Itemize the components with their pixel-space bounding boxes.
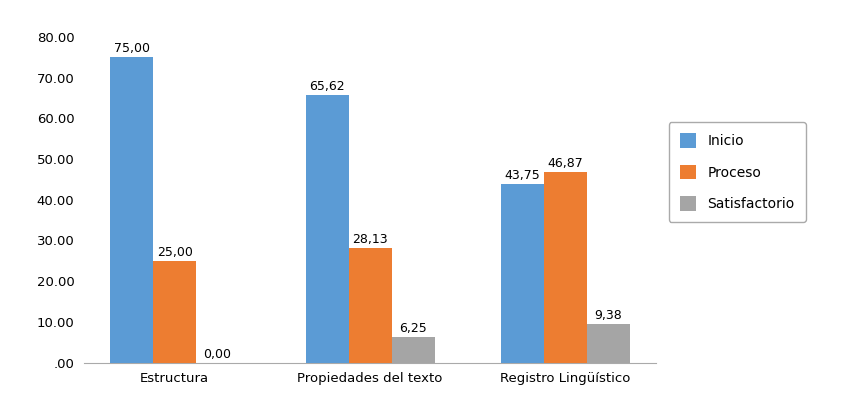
Bar bbox=[305, 96, 348, 363]
Text: 46,87: 46,87 bbox=[547, 157, 584, 170]
Text: 6,25: 6,25 bbox=[399, 322, 427, 335]
Bar bbox=[348, 248, 392, 363]
Bar bbox=[587, 324, 630, 363]
Text: 28,13: 28,13 bbox=[352, 233, 388, 246]
Bar bbox=[392, 337, 435, 363]
Bar bbox=[501, 185, 544, 363]
Legend: Inicio, Proceso, Satisfactorio: Inicio, Proceso, Satisfactorio bbox=[669, 122, 806, 222]
Bar bbox=[110, 57, 153, 363]
Text: 75,00: 75,00 bbox=[114, 42, 150, 55]
Text: 9,38: 9,38 bbox=[595, 309, 622, 322]
Bar bbox=[544, 172, 587, 363]
Text: 0,00: 0,00 bbox=[204, 348, 231, 360]
Text: 65,62: 65,62 bbox=[309, 80, 345, 94]
Text: 43,75: 43,75 bbox=[505, 169, 541, 183]
Bar bbox=[153, 261, 196, 363]
Text: 25,00: 25,00 bbox=[156, 246, 193, 259]
